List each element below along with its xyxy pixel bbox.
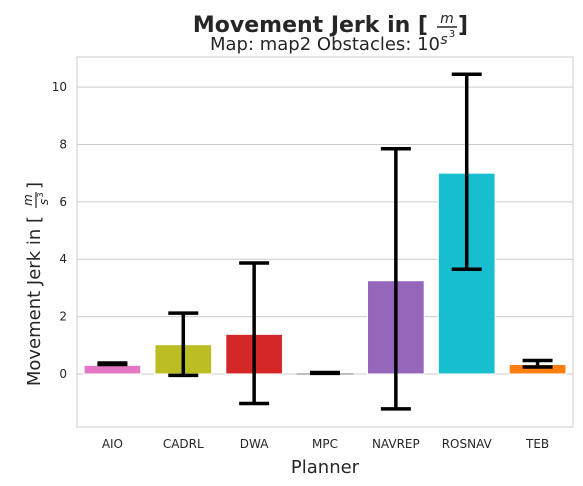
- y-axis-label-unit-denominator: s: [37, 199, 51, 205]
- y-axis-label: Movement Jerk in [ m s 3 ]: [21, 182, 51, 386]
- chart-subtitle: Map: map2 Obstacles: 10: [210, 34, 440, 55]
- y-axis-label-close: ]: [24, 182, 45, 189]
- x-tick-label: CADRL: [163, 437, 204, 451]
- x-tick-label: DWA: [240, 437, 269, 451]
- chart-title-unit-exponent: 3: [449, 29, 455, 40]
- x-tick-label: MPC: [312, 437, 338, 451]
- chart-title: Movement Jerk in [: [193, 13, 428, 38]
- y-tick-label: 6: [59, 195, 67, 209]
- chart-title-close: ]: [458, 13, 468, 38]
- chart-title-unit-denominator: s: [440, 32, 447, 48]
- plot-area: 0 2 4 6 8 10 AIO CADRL DWA MPC NAVREP ROSNAV TEB: [52, 56, 574, 451]
- y-axis-label-unit-numerator: m: [21, 194, 35, 206]
- y-axis-label-unit-exponent: 3: [36, 192, 45, 197]
- x-tick-label: TEB: [525, 437, 549, 451]
- x-tick-label: NAVREP: [372, 437, 420, 451]
- x-axis-label: Planner: [291, 457, 360, 478]
- y-tick-label: 4: [59, 252, 67, 266]
- x-tick-label: ROSNAV: [442, 437, 493, 451]
- x-tick-label: AIO: [102, 437, 123, 451]
- y-tick-label: 0: [59, 367, 67, 381]
- y-axis-label-main: Movement Jerk in [: [24, 216, 45, 386]
- y-tick-label: 10: [52, 80, 67, 94]
- bar-aio: [83, 364, 142, 375]
- plot-frame: [76, 56, 574, 428]
- y-tick-label: 2: [59, 310, 67, 324]
- y-tick-label: 8: [59, 137, 67, 151]
- chart-title-unit-numerator: m: [440, 11, 454, 27]
